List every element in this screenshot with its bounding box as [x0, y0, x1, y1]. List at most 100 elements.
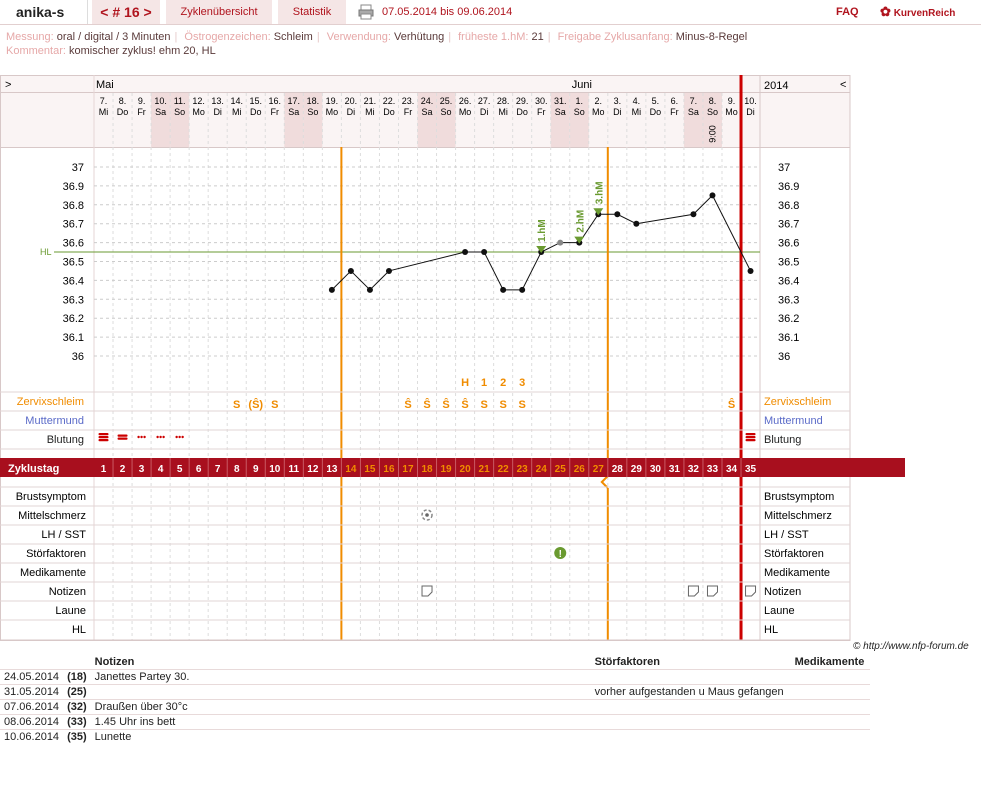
date-label: 2. — [595, 96, 603, 106]
bleeding-mark — [159, 435, 162, 439]
weekend-shade — [702, 93, 722, 147]
bleeding-mark — [745, 439, 756, 442]
mucus-mark: Ŝ — [728, 398, 735, 411]
user-name[interactable]: anika-s — [0, 0, 88, 24]
medication-header: Medikamente — [794, 655, 865, 668]
y-tick-left: 36.4 — [63, 275, 84, 287]
bleeding-mark — [156, 435, 159, 439]
notes-disturb — [590, 728, 791, 744]
notes-date: 08.06.2014 (33) — [0, 713, 91, 729]
row-label-right: Notizen — [764, 586, 801, 598]
cycle-day-band — [0, 458, 905, 477]
weekend-shade — [683, 93, 703, 147]
copyright: © http://www.nfp-forum.de — [853, 641, 969, 652]
weekday-label: So — [574, 107, 585, 117]
y-tick-right: 36.3 — [778, 294, 799, 306]
hm-triangle — [593, 208, 604, 216]
bleeding-mark — [117, 434, 128, 437]
temperature-point — [347, 267, 354, 274]
mucus-mark: Ŝ — [442, 398, 449, 411]
notes-note: Lunette — [90, 728, 591, 744]
cycle-day-label: Zyklustag — [8, 463, 59, 475]
temperature-point — [500, 286, 507, 293]
temperature-point — [385, 267, 392, 274]
cycle-day-number: 17 — [402, 464, 414, 475]
notes-note: Draußen über 30°c — [90, 698, 591, 714]
weekday-label: Sa — [422, 107, 433, 117]
bleeding-mark — [98, 436, 109, 439]
notes-note: Janettes Partey 30. — [90, 668, 591, 684]
bleeding-mark — [143, 435, 146, 439]
month-row — [0, 75, 851, 93]
weekday-label: Fr — [404, 107, 413, 117]
y-tick-right: 36.7 — [778, 219, 799, 231]
row-label-right: Medikamente — [764, 567, 830, 579]
date-label: 7. — [690, 96, 698, 106]
cycle-day-number: 27 — [593, 464, 605, 475]
row-label-right: Muttermund — [764, 415, 823, 427]
weekend-shade — [436, 93, 456, 147]
date-label: 29. — [516, 96, 529, 106]
printer-icon[interactable] — [358, 0, 376, 24]
comment-value: komischer zyklus! ehm 20, HL — [68, 45, 216, 57]
cycle-day-number: 14 — [345, 464, 357, 475]
hm-label: 2.hM — [575, 210, 586, 233]
disturb-header: Störfaktoren — [594, 655, 661, 668]
weekday-label: Mi — [632, 107, 642, 117]
mucus-mark: S — [499, 399, 506, 411]
faq-link[interactable]: FAQ — [836, 6, 859, 18]
bleeding-mark — [745, 436, 756, 439]
cycle-day-number: 3 — [139, 464, 145, 475]
note-icon — [421, 585, 433, 597]
date-label: 23. — [402, 96, 415, 106]
row-label-left: Störfaktoren — [26, 548, 86, 560]
cycle-day-number: 12 — [307, 464, 319, 475]
weekday-label: Do — [383, 107, 395, 117]
cycle-info: Messung: oral / digital / 3 Minuten | Öst… — [6, 31, 748, 57]
mucus-mark: (Ŝ) — [248, 398, 263, 411]
cycle-day-number: 4 — [158, 464, 164, 475]
weekday-label: Sa — [155, 107, 166, 117]
date-label: 26. — [459, 96, 472, 106]
date-label: 28. — [497, 96, 510, 106]
statistics-link[interactable]: Statistik — [278, 0, 346, 24]
mucus-mark: Ŝ — [423, 398, 430, 411]
date-label: 9. — [138, 96, 146, 106]
logo[interactable]: ✿ KurvenReich — [880, 0, 980, 24]
cycle-day-number: 28 — [612, 464, 624, 475]
row-label-left: Blutung — [47, 434, 84, 446]
weekday-label: Di — [480, 107, 489, 117]
cycle-day-number: 35 — [745, 464, 757, 475]
bleeding-mark — [745, 433, 756, 436]
logo-icon: ✿ — [880, 4, 891, 19]
row-label-left: HL — [72, 624, 86, 636]
cycle-day-number: 26 — [574, 464, 586, 475]
cycle-day-number: 19 — [440, 464, 452, 475]
weekday-label: Mo — [725, 107, 738, 117]
cycle-navigation[interactable]: < # 16 > — [92, 0, 160, 24]
notes-disturb — [590, 668, 791, 684]
cycle-day-number: 29 — [631, 464, 643, 475]
y-tick-right: 36 — [778, 351, 790, 363]
weekday-label: Do — [250, 107, 262, 117]
date-label: 22. — [383, 96, 396, 106]
notes-date: 07.06.2014 (32) — [0, 698, 91, 714]
notes-med — [790, 683, 870, 699]
weekday-label: Sa — [288, 107, 299, 117]
notes-disturb — [590, 713, 791, 729]
y-tick-right: 36.9 — [778, 181, 799, 193]
date-label: 20. — [345, 96, 358, 106]
weekday-label: Fr — [537, 107, 546, 117]
cycle-day-number: 7 — [215, 464, 221, 475]
hm-label: früheste 1.hM: — [458, 31, 529, 43]
hl-label: HL — [40, 247, 52, 257]
cycle-day-number: 23 — [517, 464, 529, 475]
y-tick-left: 36.3 — [63, 294, 84, 306]
cycle-day-number: 24 — [536, 464, 548, 475]
weekend-shade — [303, 93, 323, 147]
cycle-day-number: 2 — [120, 464, 126, 475]
cycle-day-number: 30 — [650, 464, 662, 475]
cycle-overview-link[interactable]: Zyklenübersicht — [166, 0, 272, 24]
note-icon — [687, 585, 699, 597]
cycle-day-number: 5 — [177, 464, 183, 475]
